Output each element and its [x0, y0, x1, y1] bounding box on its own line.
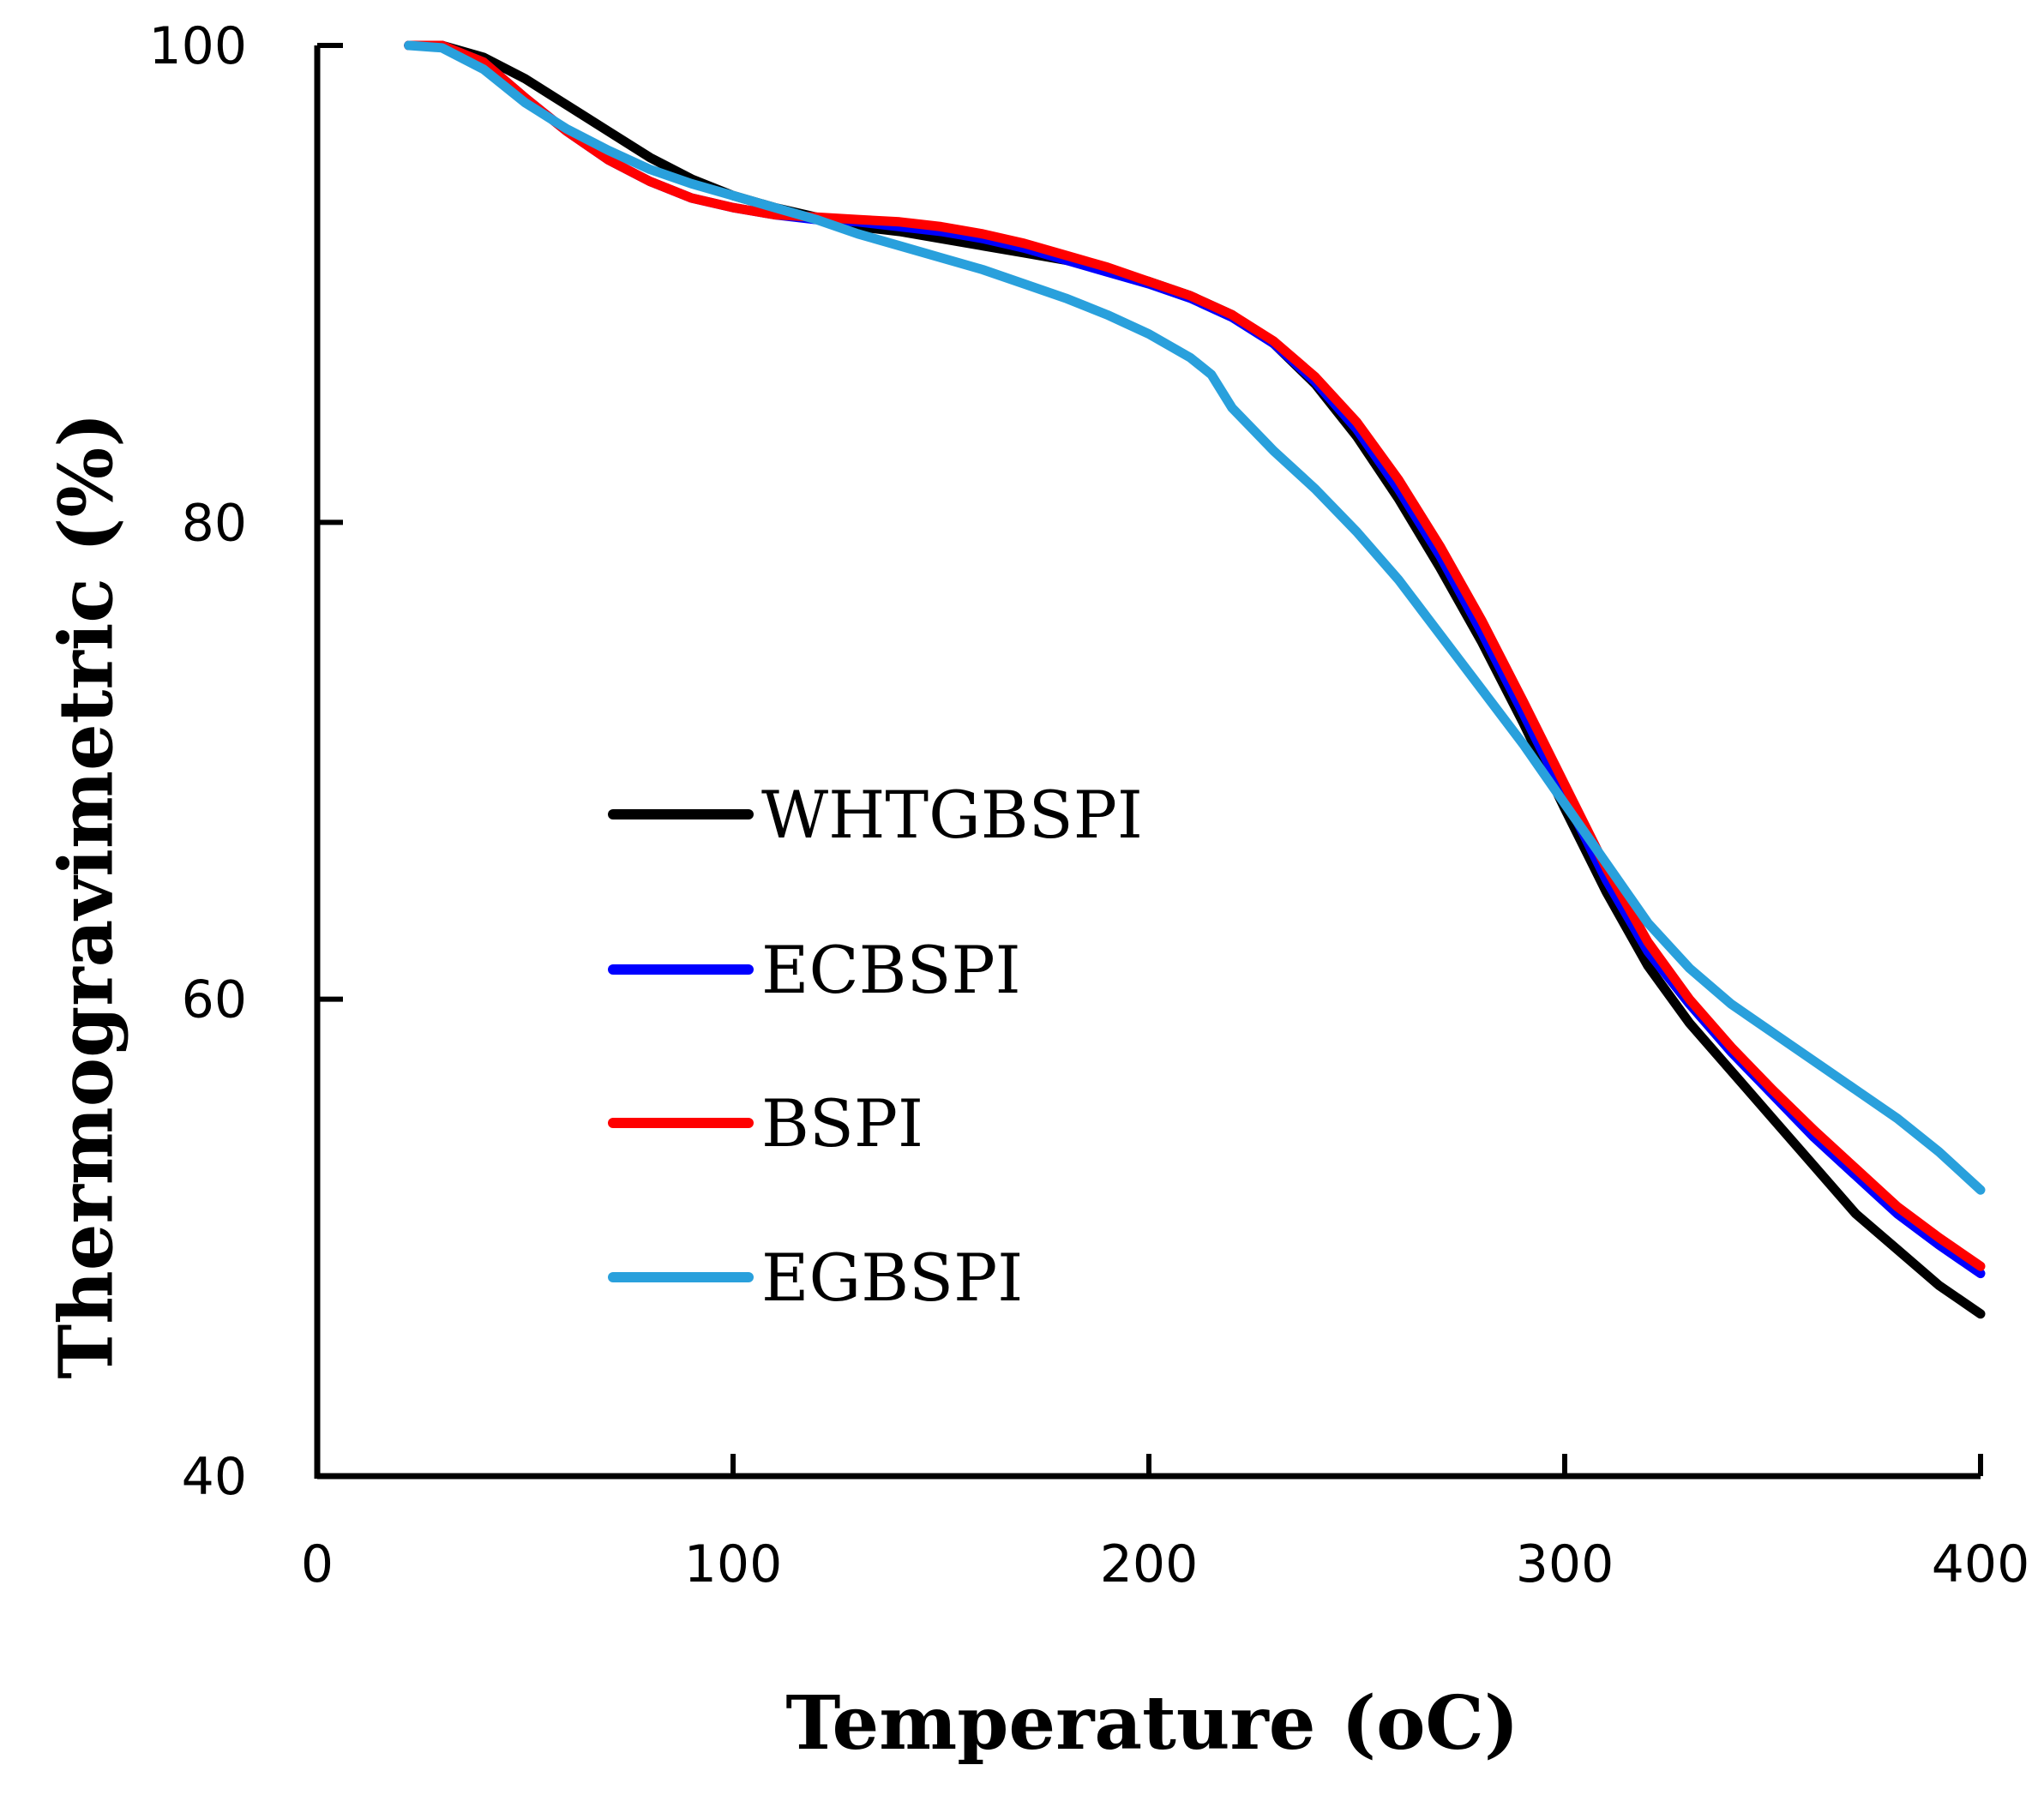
- x-axis-title: Temperature (oC): [785, 1680, 1518, 1767]
- legend: WHTGBSPI ECBSPI BSPI EGBSPI: [608, 777, 1143, 1316]
- y-tick-label: 100: [148, 16, 247, 76]
- x-tick-label: 200: [1100, 1534, 1199, 1594]
- y-tick-label: 80: [182, 493, 247, 553]
- x-tick-label: 300: [1516, 1534, 1614, 1594]
- series-layer: [404, 40, 1986, 1319]
- x-axis-title-text: Temperature: [785, 1680, 1315, 1767]
- legend-label-whtgbspi: WHTGBSPI: [761, 777, 1143, 853]
- x-tick-label: 0: [301, 1534, 334, 1594]
- x-axis-title-unit: (oC): [1341, 1680, 1518, 1767]
- x-tick-label: 400: [1932, 1534, 2030, 1594]
- y-tick-label: 60: [182, 970, 247, 1030]
- y-tick-label: 40: [182, 1447, 247, 1507]
- y-axis-title: Thermogravimetric (%): [44, 412, 130, 1379]
- y-axis-title-text: Thermogravimetric (%): [44, 412, 130, 1379]
- legend-label-egbspi: EGBSPI: [761, 1240, 1023, 1316]
- legend-label-bspi: BSPI: [761, 1085, 923, 1162]
- x-tick-label: 100: [684, 1534, 783, 1594]
- legend-label-ecbspi: ECBSPI: [761, 932, 1021, 1008]
- axes: 0 100 200 300 400 40 60 80 100: [148, 16, 2029, 1594]
- series-line-egbspi: [404, 40, 1986, 1195]
- series-line-bspi: [404, 40, 1986, 1271]
